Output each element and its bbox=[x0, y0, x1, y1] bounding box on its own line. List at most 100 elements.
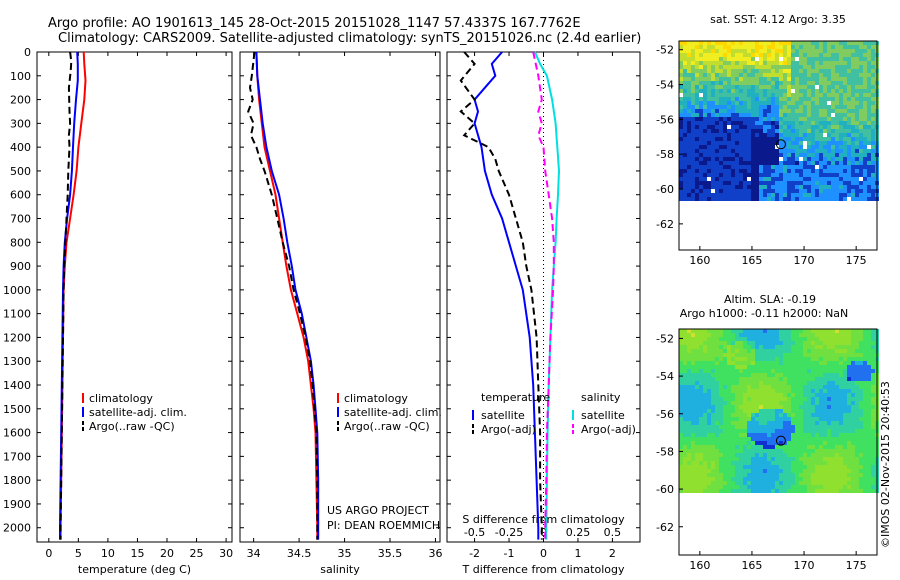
heatmap-cell bbox=[835, 353, 839, 357]
heatmap-cell bbox=[727, 113, 731, 117]
heatmap-cell bbox=[815, 449, 819, 453]
heatmap-cell bbox=[747, 113, 751, 117]
heatmap-cell bbox=[787, 353, 791, 357]
heatmap-cell bbox=[803, 473, 807, 477]
heatmap-cell bbox=[859, 73, 863, 77]
heatmap-cell bbox=[683, 341, 687, 345]
heatmap-cell bbox=[723, 369, 727, 373]
heatmap-cell bbox=[707, 377, 711, 381]
heatmap-cell bbox=[843, 197, 847, 201]
heatmap-cell bbox=[755, 473, 759, 477]
heatmap-cell bbox=[847, 61, 851, 65]
heatmap-cell bbox=[787, 397, 791, 401]
heatmap-cell bbox=[859, 49, 863, 53]
heatmap-cell bbox=[823, 77, 827, 81]
heatmap-cell bbox=[679, 369, 683, 373]
heatmap-cell bbox=[775, 377, 779, 381]
heatmap-cell bbox=[739, 437, 743, 441]
heatmap-cell bbox=[831, 433, 835, 437]
heatmap-cell bbox=[803, 185, 807, 189]
heatmap-cell bbox=[691, 81, 695, 85]
heatmap-cell bbox=[779, 473, 783, 477]
heatmap-cell bbox=[759, 349, 763, 353]
heatmap-cell bbox=[795, 101, 799, 105]
heatmap-cell bbox=[823, 361, 827, 365]
heatmap-cell bbox=[747, 109, 751, 113]
heatmap-cell bbox=[791, 169, 795, 173]
x-tick-label: 160 bbox=[689, 254, 710, 267]
heatmap-cell bbox=[679, 57, 683, 61]
heatmap-cell bbox=[871, 141, 875, 145]
legend-label: climatology bbox=[344, 392, 408, 405]
heatmap-cell bbox=[755, 357, 759, 361]
heatmap-cell bbox=[871, 113, 875, 117]
heatmap-cell bbox=[803, 165, 807, 169]
heatmap-cell bbox=[695, 461, 699, 465]
heatmap-cell bbox=[743, 337, 747, 341]
heatmap-cell bbox=[851, 189, 855, 193]
heatmap-cell bbox=[759, 333, 763, 337]
heatmap-cell bbox=[723, 401, 727, 405]
heatmap-cell bbox=[707, 413, 711, 417]
heatmap-cell bbox=[839, 469, 843, 473]
heatmap-cell bbox=[755, 445, 759, 449]
top-axis-label: S difference from climatology bbox=[462, 513, 625, 526]
heatmap-cell bbox=[695, 97, 699, 101]
heatmap-cell bbox=[687, 385, 691, 389]
heatmap-cell bbox=[735, 357, 739, 361]
heatmap-cell bbox=[747, 93, 751, 97]
heatmap-cell bbox=[851, 453, 855, 457]
heatmap-cell bbox=[703, 373, 707, 377]
heatmap-cell bbox=[691, 373, 695, 377]
heatmap-cell bbox=[723, 105, 727, 109]
heatmap-cell bbox=[759, 425, 763, 429]
x-tick-label: 170 bbox=[794, 254, 815, 267]
heatmap-cell bbox=[791, 117, 795, 121]
heatmap-cell bbox=[755, 193, 759, 197]
heatmap-cell bbox=[859, 357, 863, 361]
heatmap-cell bbox=[751, 333, 755, 337]
heatmap-cell bbox=[847, 101, 851, 105]
heatmap-cell bbox=[767, 373, 771, 377]
heatmap-cell bbox=[791, 141, 795, 145]
heatmap-cell bbox=[803, 337, 807, 341]
heatmap-cell bbox=[767, 449, 771, 453]
heatmap-cell bbox=[767, 161, 771, 165]
heatmap-cell bbox=[727, 129, 731, 133]
heatmap-cell bbox=[687, 485, 691, 489]
heatmap-cell bbox=[843, 153, 847, 157]
heatmap-cell bbox=[687, 93, 691, 97]
heatmap-cell bbox=[851, 425, 855, 429]
heatmap-cell bbox=[703, 189, 707, 193]
heatmap-cell bbox=[819, 133, 823, 137]
heatmap-cell bbox=[719, 77, 723, 81]
heatmap-cell bbox=[699, 149, 703, 153]
heatmap-cell bbox=[711, 481, 715, 485]
heatmap-cell bbox=[735, 169, 739, 173]
heatmap-cell bbox=[847, 421, 851, 425]
heatmap-cell bbox=[835, 429, 839, 433]
heatmap-cell bbox=[715, 125, 719, 129]
heatmap-cell bbox=[739, 393, 743, 397]
heatmap-cell bbox=[819, 397, 823, 401]
heatmap-cell bbox=[827, 105, 831, 109]
heatmap-cell bbox=[803, 429, 807, 433]
heatmap-cell bbox=[871, 469, 875, 473]
heatmap-cell bbox=[719, 461, 723, 465]
heatmap-cell bbox=[727, 121, 731, 125]
heatmap-cell bbox=[847, 433, 851, 437]
heatmap-cell bbox=[823, 421, 827, 425]
heatmap-cell bbox=[811, 117, 815, 121]
heatmap-cell bbox=[791, 49, 795, 53]
heatmap-cell bbox=[679, 49, 683, 53]
heatmap-cell bbox=[871, 61, 875, 65]
heatmap-cell bbox=[775, 465, 779, 469]
heatmap-cell bbox=[831, 377, 835, 381]
heatmap-cell bbox=[843, 477, 847, 481]
heatmap-cell bbox=[755, 345, 759, 349]
heatmap-cell bbox=[735, 97, 739, 101]
heatmap-cell bbox=[835, 329, 839, 333]
heatmap-cell bbox=[751, 357, 755, 361]
heatmap-cell bbox=[823, 93, 827, 97]
